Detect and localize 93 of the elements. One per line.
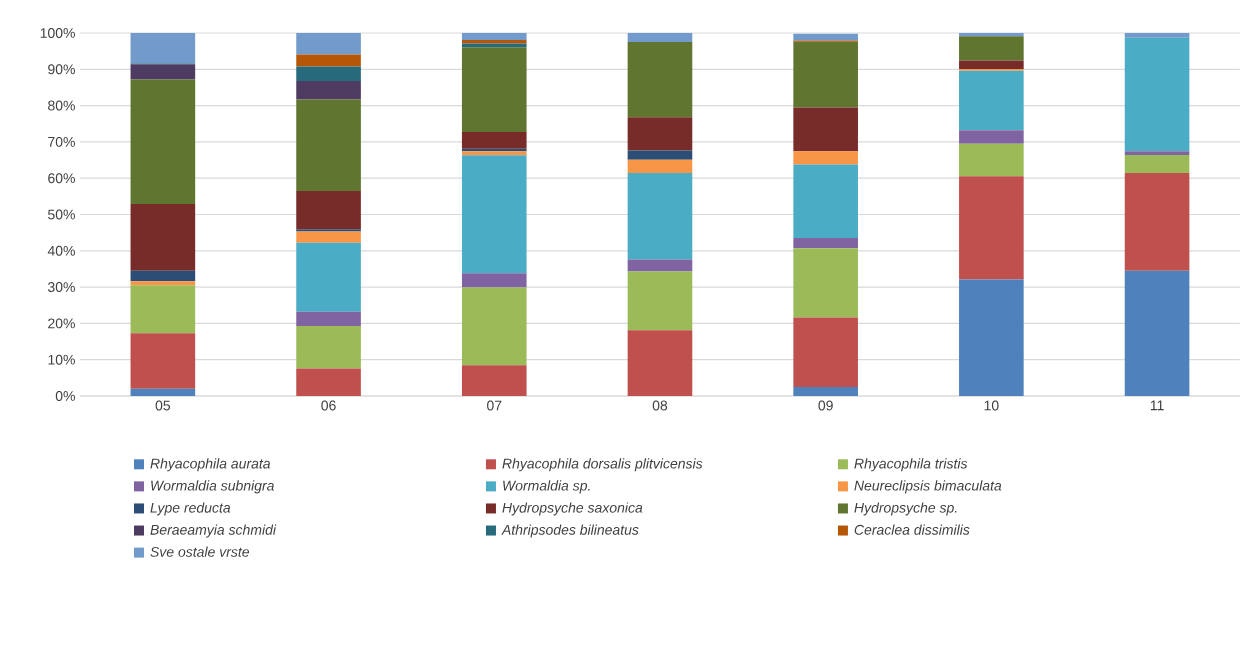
x-tick-label: 11 [1150,400,1164,411]
legend-label: Rhyacophila aurata [150,458,271,472]
bar [296,66,361,81]
y-tick-label: 40% [47,245,75,256]
bar [627,42,693,118]
bar [461,32,527,40]
legend-label: Rhyacophila tristis [854,458,968,472]
y-tick-label: 0% [55,391,75,401]
legend-label: Wormaldia subnigra [151,480,274,494]
bar [296,99,361,191]
bar [627,173,693,260]
bar [959,32,1024,37]
bar [296,311,361,326]
bar [793,317,858,387]
bar [959,36,1024,61]
bar [793,41,858,108]
y-tick-label: 90% [48,64,75,75]
bar [793,164,858,239]
bar [461,273,527,288]
legend-label: Lype reducta [150,502,231,516]
bar [959,279,1024,396]
bar [296,32,361,55]
bar [1124,270,1190,396]
bar [130,388,196,396]
bar [296,325,361,369]
y-tick-label: 10% [48,354,75,365]
bar [793,238,858,249]
legend-label: Athripsodes bilineatus [501,524,639,538]
bar [130,270,196,282]
y-tick-label: 50% [48,209,75,220]
y-tick-label: 80% [48,100,75,111]
bar [627,32,693,43]
bar [959,70,1024,131]
bar [130,79,196,204]
legend-label: Wormaldia sp. [503,480,590,494]
x-tick-label: 07 [487,400,502,411]
bar [130,203,196,271]
legend-label: Hydropsyche saxonica [502,502,643,516]
bar [793,386,858,396]
bar [130,32,196,64]
bar [296,229,361,232]
bar [461,287,527,366]
y-tick-label: 60% [48,173,75,184]
bar [130,285,196,334]
bar [627,150,693,160]
bar [959,60,1024,69]
y-tick-label: 30% [47,282,75,293]
bar [627,117,693,151]
bar [296,80,361,100]
bar [793,107,858,152]
bar [1124,173,1190,271]
y-tick-label: 70% [48,136,75,147]
legend-label: Ceraclea dissimilis [854,524,970,535]
legend-label: Neureclipsis bimaculata [854,480,1002,494]
bar [130,281,196,286]
bar [296,368,361,396]
bar [627,330,693,396]
legend-label: Rhyacophila dorsalis plitvicensis [502,458,703,472]
bar [296,231,361,243]
bar [1124,37,1190,152]
x-tick-label: 06 [321,400,336,411]
bar [296,54,361,67]
bar [627,271,693,331]
bar [627,259,693,272]
bar [793,151,858,165]
x-tick-label: 09 [818,400,833,411]
bar [1124,154,1190,174]
bar [130,333,196,389]
legend-label: Hydropsyche sp. [854,502,957,516]
legend-label: Sve ostale vrste [150,546,250,557]
bar [461,155,527,274]
bar [627,159,693,174]
bar [793,33,858,41]
bar [461,47,527,133]
bar [461,151,527,156]
bar [461,39,527,44]
x-tick-label: 10 [984,400,999,411]
bar [959,130,1024,144]
y-tick-label: 100% [40,28,75,38]
legend-label: Beraeamyia schmidi [150,524,277,538]
x-tick-label: 05 [155,400,171,411]
x-tick-label: 08 [652,400,668,411]
bar [130,64,196,80]
bar [959,143,1024,177]
bar [959,176,1024,280]
y-tick-label: 20% [48,318,75,329]
bar [296,242,361,312]
bar [1124,151,1190,155]
bar [461,365,527,396]
bar [461,132,527,149]
bar [296,190,361,230]
bar [1124,32,1190,38]
bar [793,248,858,318]
